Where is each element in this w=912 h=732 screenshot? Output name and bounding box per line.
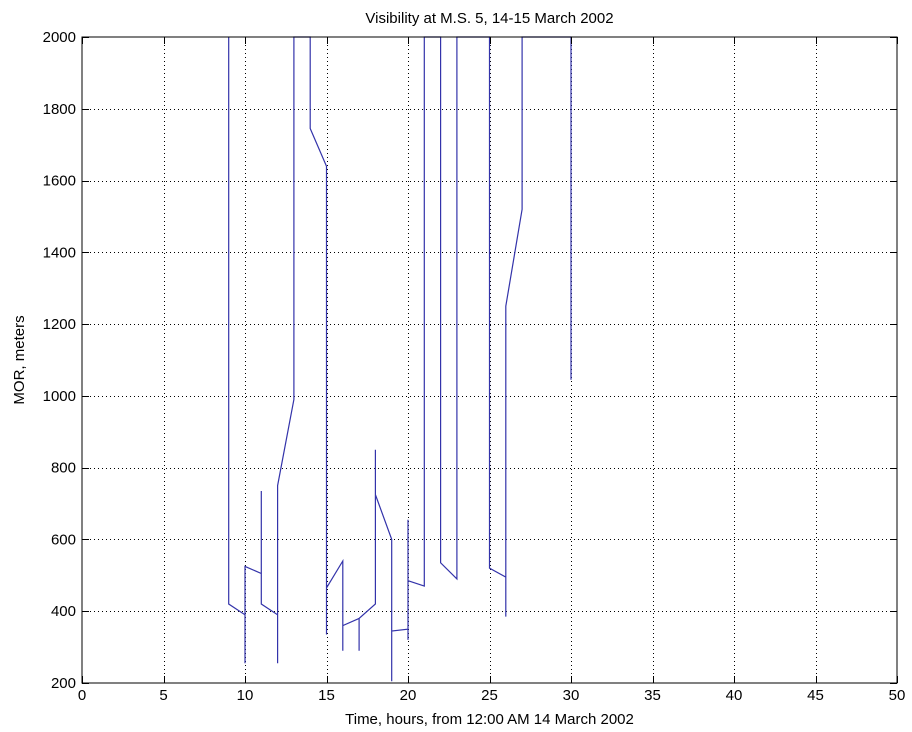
ticks (82, 37, 898, 684)
y-tick-label: 800 (51, 460, 76, 477)
x-tick-label: 45 (807, 687, 824, 704)
chart-title: Visibility at M.S. 5, 14-15 March 2002 (365, 10, 613, 27)
y-tick-label: 1000 (43, 388, 76, 405)
x-tick-label: 30 (563, 687, 580, 704)
x-tick-labels: 0 5 10 15 20 25 30 35 40 45 50 (78, 687, 906, 704)
x-axis-label: Time, hours, from 12:00 AM 14 March 2002 (345, 711, 634, 728)
y-tick-label: 2000 (43, 29, 76, 46)
y-tick-label: 1600 (43, 173, 76, 190)
y-tick-label: 400 (51, 603, 76, 620)
y-axis-label: MOR, meters (11, 315, 28, 404)
x-tick-label: 35 (644, 687, 661, 704)
x-tick-label: 10 (237, 687, 254, 704)
x-tick-label: 25 (481, 687, 498, 704)
plot-frame (81, 36, 898, 684)
y-tick-labels: 200 400 600 800 1000 1200 1400 1600 1800 2000 (43, 29, 76, 692)
x-tick-label: 20 (400, 687, 417, 704)
x-tick-label: 15 (318, 687, 335, 704)
x-tick-label: 40 (726, 687, 743, 704)
y-tick-label: 1200 (43, 316, 76, 333)
x-tick-label: 50 (889, 687, 906, 704)
y-tick-label: 200 (51, 675, 76, 692)
y-tick-label: 1800 (43, 101, 76, 118)
x-tick-label: 0 (78, 687, 86, 704)
y-tick-label: 1400 (43, 244, 76, 261)
x-tick-label: 5 (159, 687, 167, 704)
y-tick-label: 600 (51, 531, 76, 548)
